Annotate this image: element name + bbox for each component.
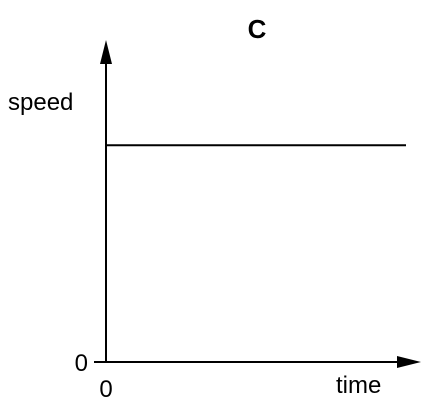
x-tick-label: 0 bbox=[99, 376, 112, 403]
x-axis-arrowhead bbox=[397, 356, 421, 368]
chart-title: C bbox=[248, 14, 267, 44]
y-axis-arrowhead bbox=[100, 40, 112, 64]
x-axis-label: time bbox=[336, 372, 381, 399]
y-axis-label: speed bbox=[8, 89, 73, 116]
y-tick-label: 0 bbox=[75, 350, 88, 377]
